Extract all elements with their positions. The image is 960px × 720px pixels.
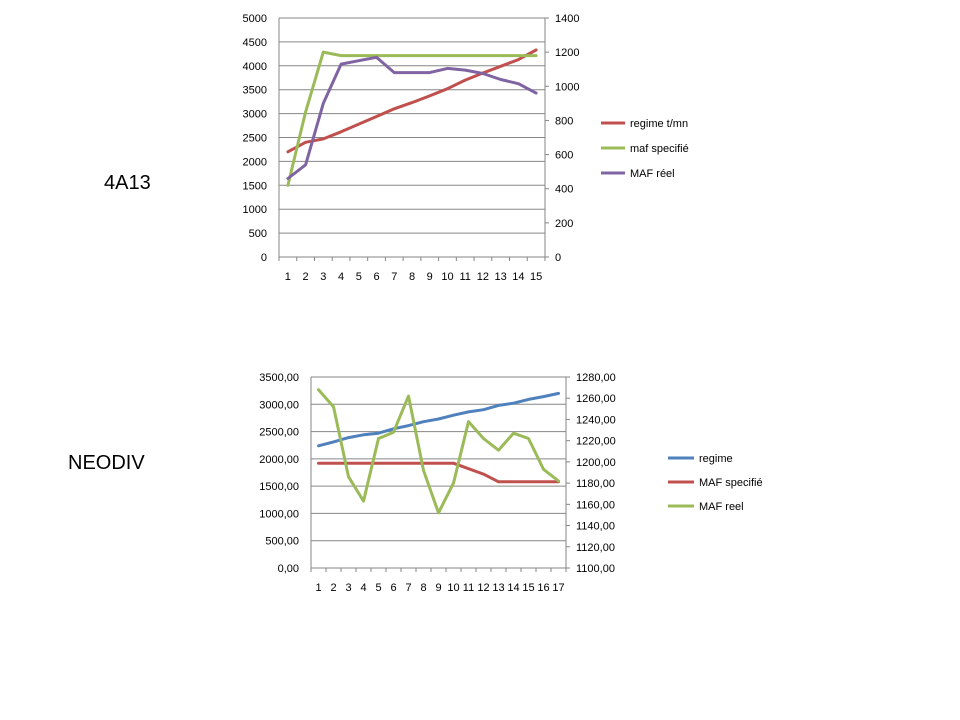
right-axis-tick-label: 1200,00 xyxy=(576,457,616,469)
x-axis-tick-label: 3 xyxy=(320,271,326,283)
right-axis-tick-label: 600 xyxy=(555,150,573,162)
left-axis-tick-label: 1500,00 xyxy=(259,481,299,493)
x-axis-tick-label: 16 xyxy=(537,582,549,594)
left-axis-tick-label: 3500,00 xyxy=(259,372,299,384)
right-axis-tick-label: 1260,00 xyxy=(576,393,616,405)
right-axis-tick-label: 1220,00 xyxy=(576,436,616,448)
x-axis-tick-label: 1 xyxy=(285,271,291,283)
x-axis-tick-label: 2 xyxy=(303,271,309,283)
right-axis-tick-label: 1120,00 xyxy=(576,542,615,554)
left-axis-tick-label: 3500 xyxy=(243,85,267,97)
x-axis-tick-label: 6 xyxy=(390,582,396,594)
x-axis-tick-label: 10 xyxy=(441,271,453,283)
right-axis-tick-label: 1400 xyxy=(555,13,579,25)
x-axis-tick-label: 5 xyxy=(356,271,362,283)
x-axis-tick-label: 9 xyxy=(435,582,441,594)
left-axis-tick-label: 1500 xyxy=(243,180,267,192)
x-axis-tick-label: 5 xyxy=(375,582,381,594)
right-axis-tick-label: 200 xyxy=(555,218,573,230)
chart-title-4a13: 4A13 xyxy=(104,172,151,194)
x-axis-tick-label: 4 xyxy=(338,271,344,283)
left-axis-tick-label: 2500,00 xyxy=(259,427,299,439)
series-line-maf-specifi- xyxy=(286,50,538,187)
series-line-maf-specifi- xyxy=(317,461,560,484)
x-axis-tick-label: 13 xyxy=(492,582,504,594)
x-axis-tick-label: 8 xyxy=(409,271,415,283)
left-axis-tick-label: 0 xyxy=(261,252,267,264)
x-axis-tick-label: 4 xyxy=(360,582,366,594)
series-line-maf-r-el xyxy=(286,55,538,180)
x-axis-tick-label: 3 xyxy=(345,582,351,594)
left-axis-tick-label: 2500 xyxy=(243,133,267,145)
x-axis-tick-label: 11 xyxy=(459,271,470,283)
x-axis-tick-label: 7 xyxy=(405,582,411,594)
left-axis-tick-label: 0,00 xyxy=(278,563,299,575)
left-axis-tick-label: 2000,00 xyxy=(259,454,299,466)
left-axis-tick-label: 1000 xyxy=(243,204,267,216)
x-axis-tick-label: 13 xyxy=(495,271,507,283)
left-axis-tick-label: 500,00 xyxy=(265,536,299,548)
right-axis-tick-label: 1000 xyxy=(555,81,579,93)
x-axis-tick-label: 12 xyxy=(477,582,489,594)
right-axis-tick-label: 1240,00 xyxy=(576,414,616,426)
legend-label: MAF reel xyxy=(699,501,744,513)
legend-label: MAF specifié xyxy=(699,477,763,489)
series-line-regime-t-mn xyxy=(286,48,538,154)
legend-label: regime t/mn xyxy=(630,118,688,130)
left-axis-tick-label: 4000 xyxy=(243,61,267,73)
x-axis-tick-label: 10 xyxy=(447,582,459,594)
x-axis-tick-label: 15 xyxy=(530,271,542,283)
right-axis-tick-label: 0 xyxy=(555,252,561,264)
x-axis-tick-label: 2 xyxy=(330,582,336,594)
legend-label: regime xyxy=(699,453,733,465)
chart-title-neodiv: NEODIV xyxy=(68,452,145,474)
x-axis-tick-label: 15 xyxy=(522,582,534,594)
legend-label: MAF réel xyxy=(630,168,675,180)
left-axis-tick-label: 4500 xyxy=(243,37,267,49)
left-axis-tick-label: 2000 xyxy=(243,156,267,168)
right-axis-tick-label: 1180,00 xyxy=(576,478,615,490)
right-axis-tick-label: 1100,00 xyxy=(576,563,615,575)
x-axis-tick-label: 1 xyxy=(315,582,321,594)
legend-label: maf specifié xyxy=(630,143,689,155)
right-axis-tick-label: 1200 xyxy=(555,47,579,59)
x-axis-tick-label: 14 xyxy=(512,271,524,283)
series-line-regime xyxy=(317,391,560,448)
right-axis-tick-label: 800 xyxy=(555,115,573,127)
x-axis-tick-label: 7 xyxy=(391,271,397,283)
x-axis-tick-label: 9 xyxy=(427,271,433,283)
x-axis-tick-label: 14 xyxy=(507,582,519,594)
x-axis-tick-label: 12 xyxy=(477,271,489,283)
left-axis-tick-label: 1000,00 xyxy=(259,508,299,520)
right-axis-tick-label: 1140,00 xyxy=(576,521,615,533)
x-axis-tick-label: 6 xyxy=(373,271,379,283)
series-line-maf-reel xyxy=(317,388,560,515)
x-axis-tick-label: 8 xyxy=(420,582,426,594)
left-axis-tick-label: 3000 xyxy=(243,109,267,121)
left-axis-tick-label: 5000 xyxy=(243,13,267,25)
left-axis-tick-label: 3000,00 xyxy=(259,399,299,411)
right-axis-tick-label: 1160,00 xyxy=(576,499,615,511)
left-axis-tick-label: 500 xyxy=(249,228,267,240)
x-axis-tick-label: 11 xyxy=(463,582,474,594)
right-axis-tick-label: 1280,00 xyxy=(576,372,616,384)
right-axis-tick-label: 400 xyxy=(555,184,573,196)
x-axis-tick-label: 17 xyxy=(552,582,564,594)
